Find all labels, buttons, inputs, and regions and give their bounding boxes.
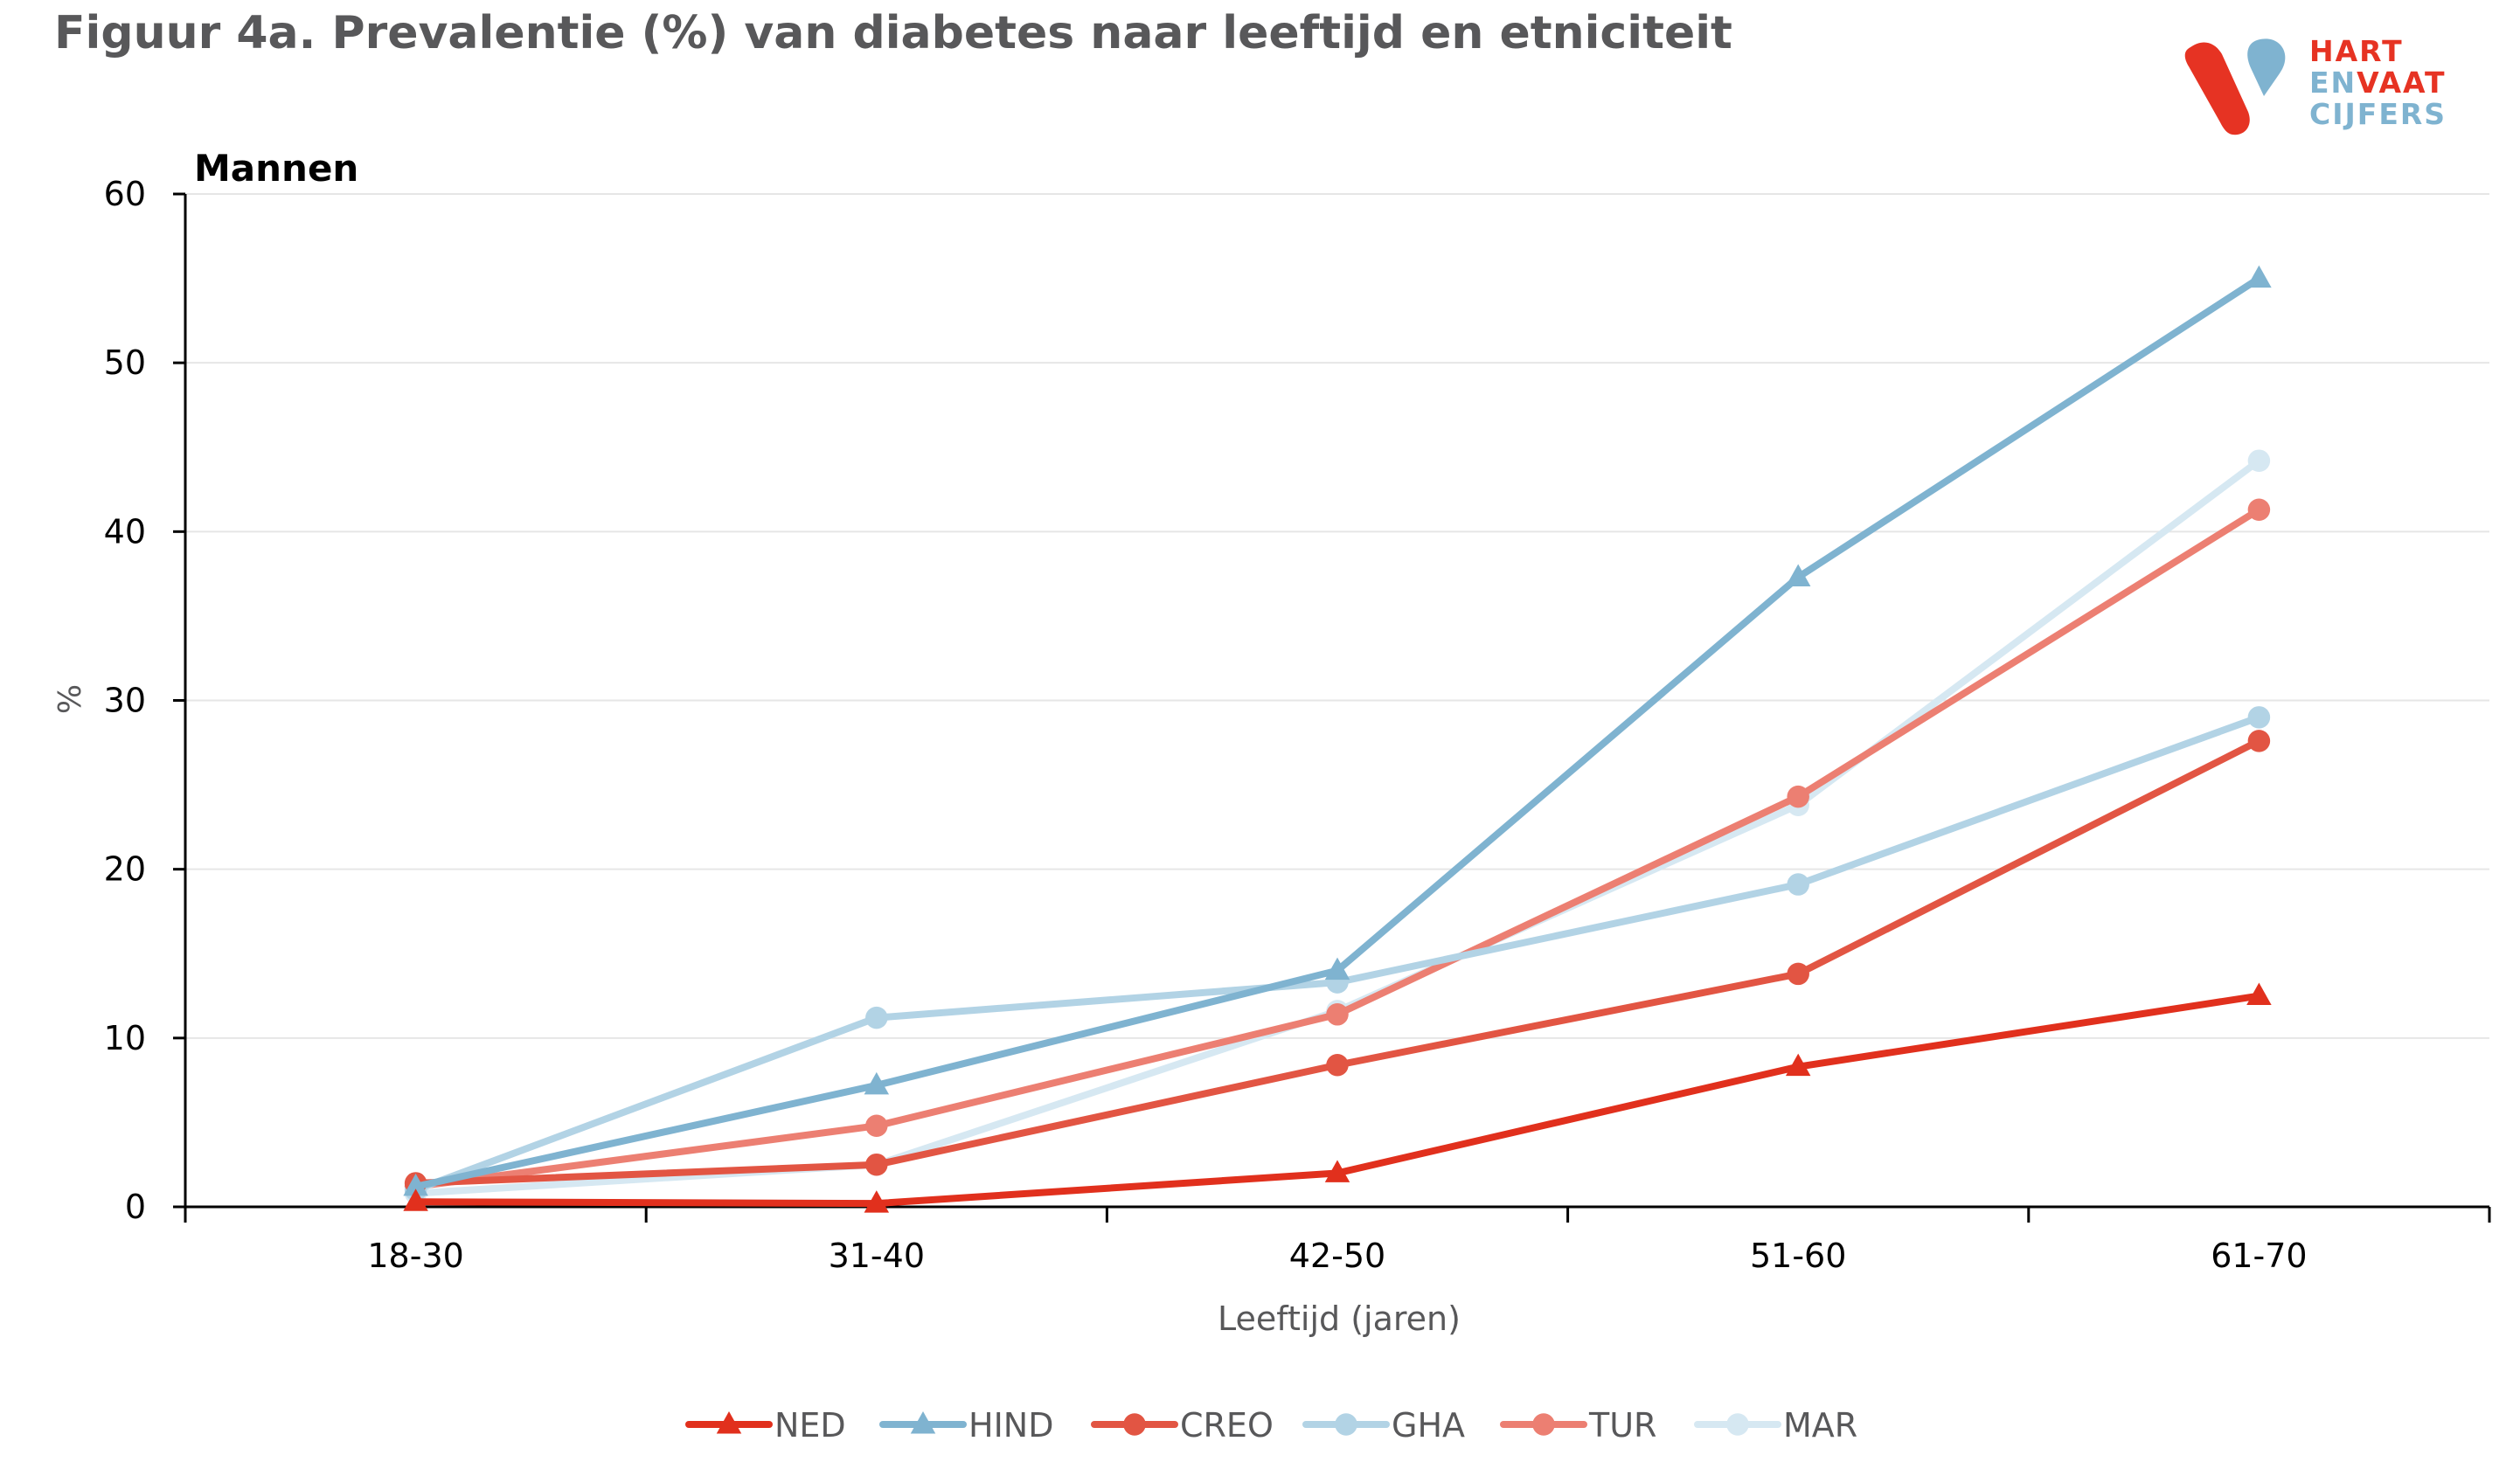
legend-label: GHA — [1392, 1406, 1465, 1445]
y-tick-label: 50 — [104, 343, 146, 382]
data-point-creo — [2247, 730, 2271, 752]
data-point-hind — [2246, 265, 2272, 288]
y-tick-label: 30 — [104, 682, 146, 720]
logo-line-2b: VAAT — [2357, 66, 2447, 100]
data-point-tur — [2247, 498, 2271, 521]
legend-swatch-marker — [910, 1411, 936, 1434]
series-line-hind — [412, 274, 2263, 1190]
legend-swatch-marker — [1335, 1413, 1357, 1436]
data-point-hind — [864, 1071, 890, 1095]
y-tick-label: 40 — [104, 512, 146, 551]
series-line-gha — [412, 713, 2263, 1194]
x-tick-label: 61-70 — [2211, 1237, 2307, 1275]
legend-item-tur: TUR — [1500, 1406, 1656, 1445]
data-point-gha — [2247, 706, 2271, 729]
legend-swatch-marker — [1726, 1413, 1749, 1436]
data-point-gha — [865, 1006, 888, 1029]
page-title: Figuur 4a. Prevalentie (%) van diabetes … — [54, 7, 1732, 59]
legend-swatch-marker — [1532, 1413, 1555, 1436]
legend-item-gha: GHA — [1302, 1406, 1465, 1445]
series-gha — [404, 706, 2271, 1202]
series-hind — [403, 265, 2272, 1196]
x-axis-label: Leeftijd (jaren) — [1218, 1299, 1461, 1338]
data-point-tur — [1326, 1003, 1349, 1026]
legend-item-mar: MAR — [1694, 1406, 1857, 1445]
x-tick-label: 31-40 — [829, 1237, 925, 1275]
x-tick-label: 42-50 — [1289, 1237, 1385, 1275]
data-point-ned — [2246, 982, 2272, 1006]
x-tick-labels: 18-30 31-40 42-50 51-60 61-70 — [367, 1237, 2307, 1275]
logo-line-3: CIJFERS — [2309, 97, 2447, 131]
y-tick-label: 60 — [104, 175, 146, 213]
data-point-hind — [1324, 957, 1350, 981]
logo-line-2a: EN — [2309, 66, 2357, 100]
legend-label: NED — [774, 1406, 846, 1445]
series-group — [403, 265, 2272, 1213]
y-tick-label: 20 — [104, 850, 146, 889]
legend-item-creo: CREO — [1091, 1406, 1274, 1445]
hart-en-vaat-cijfers-logo: HART ENVAAT CIJFERS — [2176, 31, 2465, 145]
legend: NED HIND CREO GHA TUR MAR — [685, 1406, 1857, 1445]
series-ned — [403, 982, 2272, 1213]
data-point-ned — [1324, 1160, 1350, 1182]
y-axis-label: % — [52, 684, 88, 714]
y-tick-label: 0 — [125, 1188, 146, 1226]
x-tick-label: 18-30 — [367, 1237, 463, 1275]
data-point-mar — [2247, 449, 2271, 472]
legend-label: HIND — [968, 1406, 1053, 1445]
legend-item-ned: NED — [685, 1406, 846, 1445]
legend-swatch-marker — [716, 1411, 742, 1434]
logo-line-2: ENVAAT — [2309, 66, 2447, 100]
data-point-creo — [1326, 1053, 1349, 1077]
data-point-ned — [403, 1188, 428, 1211]
legend-label: MAR — [1783, 1406, 1857, 1445]
data-point-tur — [1787, 785, 1809, 808]
y-tick-labels: 0 10 20 30 40 50 60 — [104, 175, 146, 1226]
legend-label: CREO — [1180, 1406, 1274, 1445]
legend-label: TUR — [1588, 1406, 1656, 1445]
x-tick-label: 51-60 — [1750, 1237, 1846, 1275]
data-point-hind — [403, 1173, 428, 1196]
y-tick-label: 10 — [104, 1019, 146, 1057]
data-point-ned — [1785, 1053, 1811, 1077]
data-point-ned — [864, 1190, 890, 1213]
legend-swatch-marker — [1123, 1413, 1146, 1436]
data-point-gha — [1787, 873, 1809, 896]
axes — [173, 192, 2491, 1223]
data-point-creo — [865, 1153, 888, 1176]
gridlines — [185, 193, 2489, 1039]
data-point-creo — [1787, 962, 1809, 986]
logo-line-1: HART — [2309, 34, 2404, 68]
legend-item-hind: HIND — [879, 1406, 1053, 1445]
data-point-tur — [865, 1114, 888, 1138]
data-point-hind — [1785, 564, 1811, 586]
logo-heart-icon — [2184, 38, 2286, 135]
chart-subtitle: Mannen — [194, 147, 358, 190]
